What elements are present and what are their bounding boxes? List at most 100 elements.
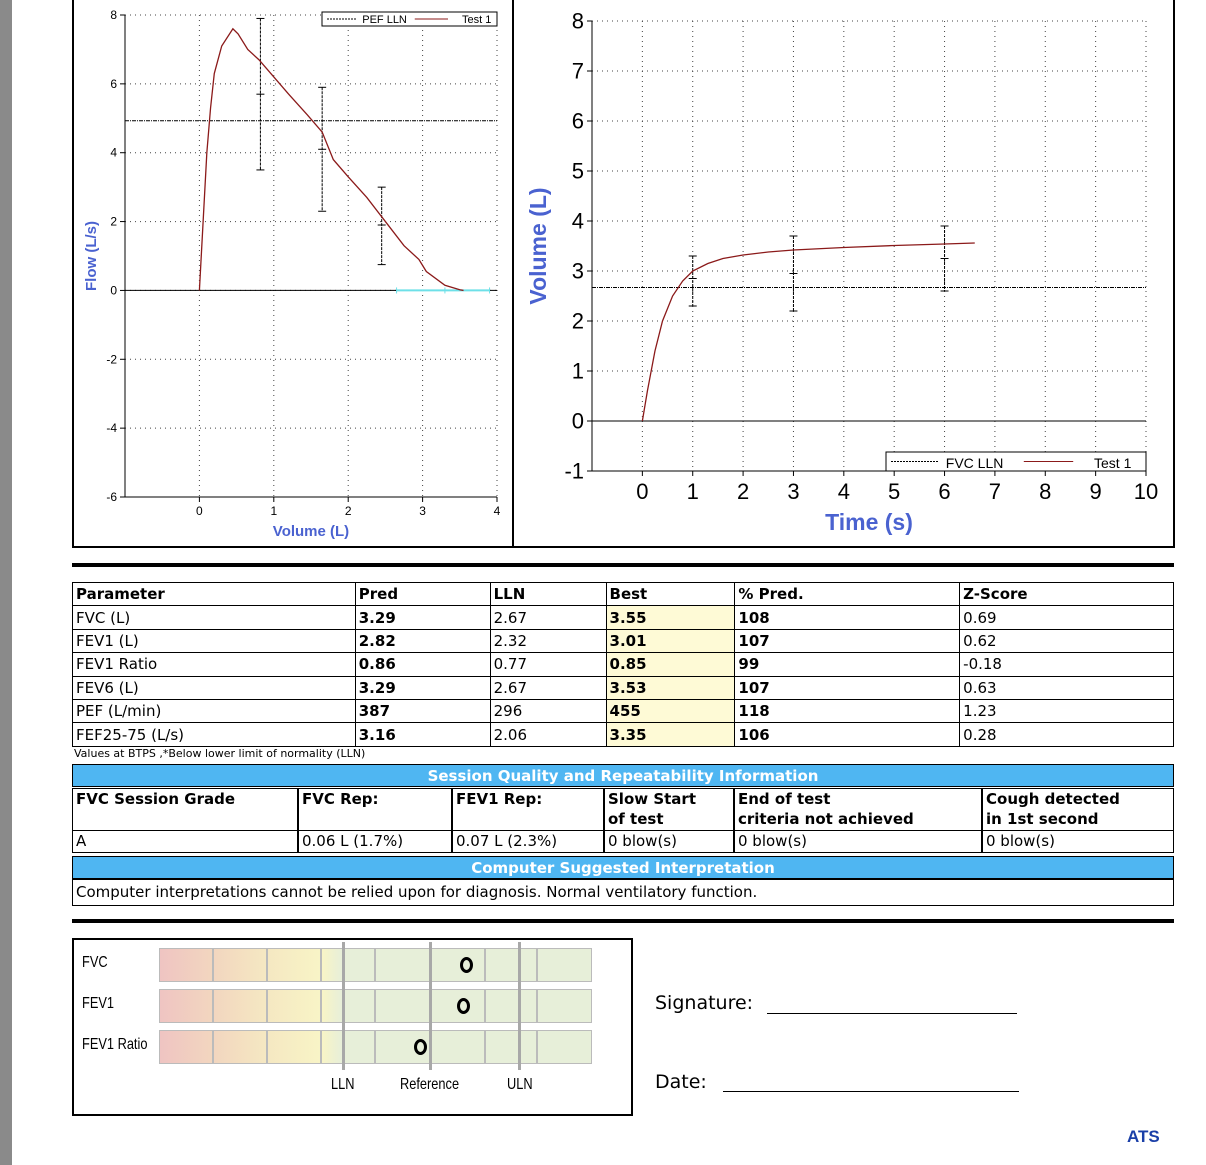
- volume-time-svg: 0 1 2 3 4 5 6 7 8 9 10 -1 0 1 2 3 4 5 6 7 8 Time (s) Volume (L…: [525, 8, 1158, 535]
- zscore-segment: [159, 948, 213, 982]
- zscore-segment: [537, 948, 592, 982]
- table-header-row: Parameter Pred LLN Best% Pred. Z-Score: [72, 581, 1174, 607]
- table-cell: 106: [734, 722, 961, 747]
- zscore-segment: [537, 989, 592, 1023]
- signature-label: Signature:: [655, 992, 754, 1014]
- table-cell: FVC (L): [72, 605, 356, 630]
- zscore-segment: [267, 1030, 321, 1064]
- flow-volume-chart: 0 1 2 3 4 -6 -4 -2 0 2 4 6 8 Volume (L) Flow (L/s) PEF …: [72, 0, 514, 548]
- y-axis-label: Flow (L/s): [83, 221, 100, 291]
- y-tick-label: 4: [110, 146, 117, 160]
- table-cell: -0.18: [959, 652, 1174, 677]
- x-tick-label: 1: [687, 479, 699, 504]
- x-tick-label: 1: [270, 504, 277, 518]
- legend-lln-label: FVC LLN: [946, 455, 1004, 471]
- y-tick-label: 4: [572, 208, 584, 233]
- table-cell: 0.77: [489, 652, 607, 677]
- session-quality-header: Session Quality and Repeatability Inform…: [72, 764, 1174, 787]
- column-header: Parameter: [72, 581, 356, 607]
- table-cell: 3.01: [605, 628, 736, 654]
- zscore-chart: FVC FEV1 FEV1 Ratio LLN Reference ULN: [72, 938, 633, 1116]
- y-tick-label: 0: [572, 408, 584, 433]
- x-axis-label: Time (s): [825, 509, 913, 535]
- x-tick-label: 9: [1090, 479, 1102, 504]
- session-value-cell: A: [72, 830, 298, 853]
- divider: [72, 919, 1174, 923]
- zscore-segment: [430, 1030, 485, 1064]
- x-tick-label: 5: [888, 479, 900, 504]
- column-header: Pred: [354, 581, 491, 607]
- y-tick-label: 8: [572, 8, 584, 33]
- results-table: Parameter Pred LLN Best% Pred. Z-Score FVC (L…: [72, 581, 1174, 747]
- x-tick-label: 0: [196, 504, 203, 518]
- column-header: Z-Score: [959, 581, 1174, 607]
- zscore-marker: [460, 957, 474, 973]
- x-tick-label: 10: [1134, 479, 1158, 504]
- zscore-segment: [375, 948, 430, 982]
- session-value-cell: 0.07 L (2.3%): [452, 830, 604, 853]
- x-tick-label: 8: [1039, 479, 1051, 504]
- zscore-segment: [485, 989, 519, 1023]
- column-header: LLN: [489, 581, 607, 607]
- zscore-row-label: FEV1 Ratio: [82, 1036, 148, 1053]
- column-header: % Pred.: [734, 581, 961, 607]
- table-row: FEV6 (L) 3.29 2.67 3.53 107 0.63: [72, 675, 1174, 700]
- zscore-segment: [343, 1030, 375, 1064]
- legend-test-label: Test 1: [1094, 455, 1132, 471]
- x-tick-label: 4: [838, 479, 850, 504]
- flow-volume-svg: 0 1 2 3 4 -6 -4 -2 0 2 4 6 8 Volume (L) Flow (L/s) PEF …: [83, 8, 501, 540]
- zscore-segment: [375, 989, 430, 1023]
- zscore-segment: [159, 1030, 213, 1064]
- signature-line[interactable]: [767, 1013, 1017, 1014]
- legend: [321, 11, 498, 27]
- zscore-segment: [430, 948, 485, 982]
- table-cell: 3.53: [605, 675, 736, 700]
- y-tick-label: 6: [572, 108, 584, 133]
- x-tick-label: 3: [419, 504, 426, 518]
- table-cell: 3.16: [354, 722, 491, 747]
- table-cell: 108: [734, 605, 961, 630]
- zscore-row-label: FVC: [82, 954, 108, 971]
- zscore-segment: [321, 1030, 343, 1064]
- y-tick-label: -2: [106, 352, 117, 366]
- zscore-axis-label: Reference: [400, 1076, 460, 1093]
- left-edge: [0, 0, 12, 1165]
- table-cell: FEV1 Ratio: [72, 652, 356, 677]
- y-tick-label: 8: [110, 8, 117, 22]
- table-cell: 2.67: [489, 675, 607, 700]
- y-tick-label: 0: [110, 283, 117, 297]
- x-tick-label: 3: [787, 479, 799, 504]
- date-line[interactable]: [723, 1091, 1019, 1092]
- y-tick-label: -4: [106, 421, 117, 435]
- legend-test-label: Test 1: [462, 14, 491, 26]
- zscore-segment: [343, 948, 375, 982]
- table-cell: FEV1 (L): [72, 628, 356, 654]
- interpretation-header: Computer Suggested Interpretation: [72, 856, 1174, 879]
- y-tick-label: -6: [106, 490, 117, 504]
- session-quality-table: FVC Session Grade A FVC Rep: 0.06 L (1.7%) F…: [72, 788, 1174, 854]
- y-tick-label: 1: [572, 358, 584, 383]
- table-cell: 107: [734, 675, 961, 700]
- divider: [72, 563, 1174, 567]
- table-cell: 296: [489, 698, 607, 724]
- zscore-segment: [519, 989, 537, 1023]
- y-tick-label: -1: [564, 458, 584, 483]
- table-cell: 99: [734, 652, 961, 677]
- zscore-axis-label: LLN: [331, 1076, 355, 1093]
- zscore-segment: [321, 989, 343, 1023]
- legend-lln-label: PEF LLN: [362, 14, 407, 26]
- zscore-marker: [414, 1039, 428, 1055]
- x-tick-label: 0: [636, 479, 648, 504]
- table-row: FEV1 Ratio 0.86 0.77 0.85 99 -0.18: [72, 652, 1174, 677]
- zscore-reference-line: [429, 942, 432, 1070]
- series-test-1: [198, 27, 464, 292]
- zscore-segment: [267, 948, 321, 982]
- table-cell: 0.69: [959, 605, 1174, 630]
- zscore-segment: [321, 948, 343, 982]
- table-row: FEF25-75 (L/s) 3.16 2.06 3.35 106 0.28: [72, 722, 1174, 747]
- x-tick-label: 6: [938, 479, 950, 504]
- y-tick-label: 7: [572, 58, 584, 83]
- zscore-segment: [519, 1030, 537, 1064]
- x-tick-label: 2: [737, 479, 749, 504]
- table-cell: FEV6 (L): [72, 675, 356, 700]
